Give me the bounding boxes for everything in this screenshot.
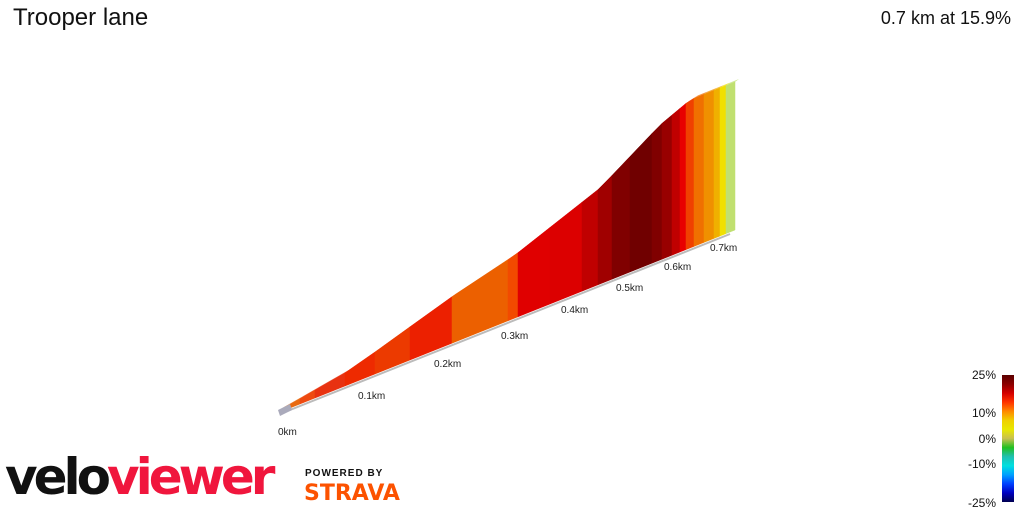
profile-segment	[549, 201, 583, 305]
profile-segment	[719, 85, 727, 237]
gradient-color-legend	[1002, 375, 1014, 502]
profile-segment	[685, 97, 695, 250]
profile-segment	[693, 94, 705, 247]
profile-segment	[611, 155, 631, 280]
distance-tick-label: 0.7km	[710, 243, 737, 254]
profile-segment	[671, 107, 681, 256]
distance-tick-label: 0.1km	[358, 391, 385, 402]
profile-segment	[344, 351, 376, 387]
profile-segment	[581, 189, 599, 292]
legend-label: -25%	[967, 496, 996, 510]
profile-segment	[661, 114, 673, 260]
profile-segment	[597, 174, 613, 286]
distance-tick-label: 0.4km	[561, 305, 588, 316]
powered-by-label: POWERED BY	[305, 468, 384, 479]
distance-tick-label: 0.6km	[664, 262, 691, 273]
distance-tick-label: 0.5km	[616, 283, 643, 294]
profile-segment	[409, 296, 453, 361]
profile-segment	[651, 122, 663, 264]
segment-title: Trooper lane	[13, 4, 149, 31]
legend-label: 10%	[971, 406, 996, 420]
segment-summary: 0.7 km at 15.9%	[880, 8, 1011, 28]
strava-logo: STRAVA	[304, 481, 400, 506]
distance-tick-label: 0.2km	[434, 359, 461, 370]
profile-segment	[451, 259, 509, 344]
profile-segment	[507, 252, 519, 322]
distance-tick-label: 0km	[278, 427, 297, 438]
veloviewer-logo: veloviewer	[5, 448, 275, 506]
profile-segment	[703, 90, 715, 243]
profile-segment	[629, 132, 653, 273]
profile-segment	[374, 326, 411, 375]
profile-segment	[713, 87, 721, 239]
legend-label: 25%	[971, 368, 996, 382]
distance-tick-label: 0.3km	[501, 331, 528, 342]
profile-segment	[725, 81, 736, 234]
legend-label: 0%	[978, 432, 996, 446]
legend-label: -10%	[967, 457, 996, 471]
profile-segment	[517, 226, 551, 318]
profile-segment	[679, 102, 687, 253]
